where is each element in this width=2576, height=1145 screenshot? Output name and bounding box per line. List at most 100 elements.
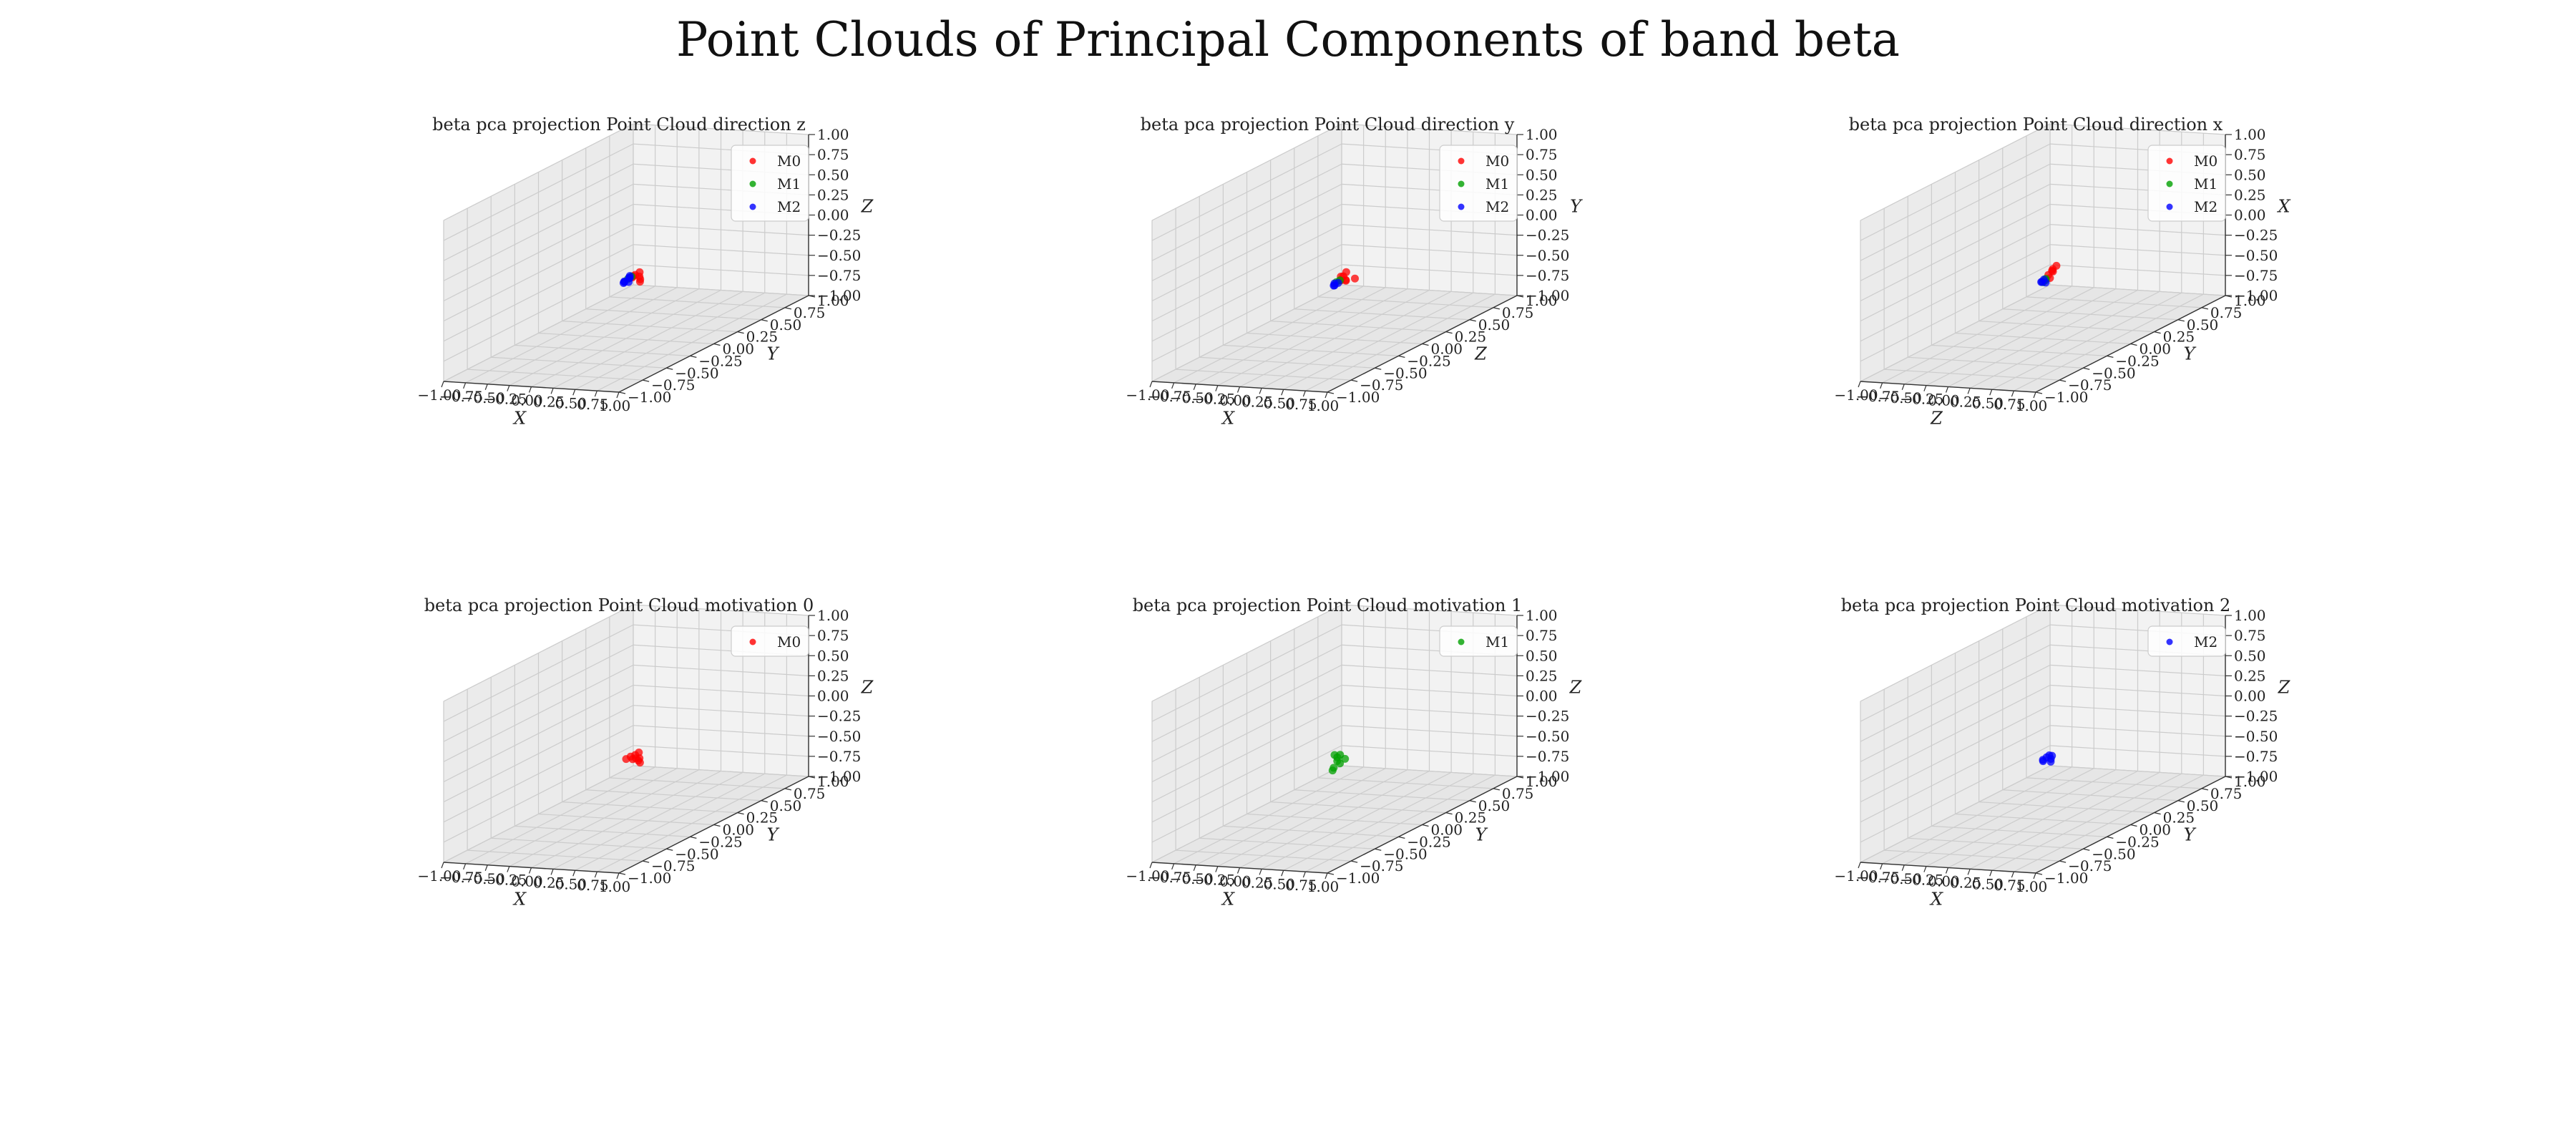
legend-marker [2166, 180, 2173, 187]
x-axis-label: Z [1930, 409, 1943, 429]
grid-line [1979, 321, 2155, 333]
y-tick-label: −0.25 [2115, 352, 2159, 369]
x-tick [507, 385, 510, 391]
z-tick-label: 1.00 [817, 126, 849, 143]
x-tick [1923, 866, 1927, 872]
figure-title: Point Clouds of Principal Components of … [676, 12, 1900, 67]
grid-line [1860, 203, 2051, 302]
y-tick-label: 1.00 [817, 773, 849, 790]
x-tick [1302, 390, 1306, 397]
x-tick-label: −0.75 [1148, 388, 1191, 405]
grid-line [633, 664, 809, 676]
y-tick [1469, 800, 1476, 803]
x-tick [1989, 389, 1993, 396]
x-tick-label: 1.00 [599, 397, 631, 414]
x-tick [507, 866, 510, 872]
x-tick-label: 0.00 [1928, 873, 1960, 890]
x-tick-label: −0.25 [483, 872, 527, 889]
x-tick-label: 0.25 [1950, 393, 1982, 410]
subplot-title: beta pca projection Point Cloud directio… [1141, 114, 1515, 135]
grid-line [443, 143, 634, 241]
y-tick [1469, 319, 1476, 322]
y-axis-label: Y [2184, 344, 2197, 364]
legend-marker [1458, 203, 1465, 210]
z-tick-label: 0.00 [817, 207, 849, 224]
legend: M0 [731, 625, 809, 657]
z-tick-label: 0.50 [2234, 166, 2266, 183]
grid-line [552, 771, 743, 869]
x-tick-label: 0.50 [555, 875, 587, 892]
grid-line [1270, 802, 1446, 814]
grid-line [1341, 604, 1518, 616]
z-axis-label: Z [1569, 678, 1583, 698]
legend-marker [749, 203, 756, 210]
x-tick-label: −1.00 [417, 867, 461, 885]
x-tick [463, 382, 467, 389]
y-tick-label: 0.25 [1455, 809, 1487, 827]
y-tick-label: 0.50 [2187, 797, 2219, 814]
y-tick [2083, 367, 2090, 370]
x-tick-label: 1.00 [1307, 397, 1340, 414]
grid-line [1305, 293, 1496, 391]
x-axis-label: X [512, 890, 527, 910]
z-tick-label: 0.00 [817, 688, 849, 705]
y-tick [642, 379, 650, 382]
data-point-m0 [635, 278, 644, 286]
legend-marker [2166, 157, 2173, 165]
y-tick-label: −1.00 [2044, 389, 2088, 406]
grid-line [1283, 292, 1474, 390]
grid-line [538, 813, 714, 826]
x-tick [616, 872, 620, 880]
x-tick-label: 1.00 [599, 878, 631, 895]
data-point-m2 [1330, 279, 1339, 288]
legend-frame [2147, 625, 2226, 657]
x-tick-label: 0.25 [533, 874, 565, 891]
grid-line [1991, 773, 2182, 871]
subplot-grid: −1.00 −1.00 −1.00 −0.75 −0.75 −0.75 −0.50 −0.50… [417, 114, 2290, 910]
y-tick-label: −0.50 [675, 845, 718, 862]
x-tick [1281, 870, 1284, 877]
legend-label: M0 [777, 633, 801, 651]
x-tick-label: −0.75 [439, 388, 483, 405]
x-tick-label: −0.75 [1856, 869, 1900, 886]
grid-line [1151, 183, 1342, 281]
legend-label: M2 [777, 198, 801, 215]
x-tick-label: −0.25 [1900, 391, 1943, 408]
tick-labels: −1.00 −1.00−1.00−0.75−0.75−0.75−0.50−0.50… [1834, 126, 2278, 414]
z-tick-label: −0.50 [817, 247, 861, 264]
z-tick-label: 0.75 [1526, 146, 1558, 163]
grid-line [1860, 664, 2051, 762]
grid-line [1151, 684, 1342, 783]
grid-line [585, 308, 761, 321]
x-tick-label: 0.00 [1928, 392, 1960, 409]
x-tick [528, 867, 532, 874]
data-point-m1 [1328, 766, 1337, 775]
x-tick-label: 0.25 [533, 393, 565, 410]
y-tick-label: 0.25 [2163, 809, 2195, 827]
y-tick-label: 0.50 [770, 797, 802, 814]
subplot-title: beta pca projection Point Cloud motivati… [1133, 595, 1523, 615]
legend-label: M0 [777, 152, 801, 170]
x-tick [1281, 389, 1284, 396]
grid-line [1151, 123, 1342, 221]
subplot-1: −1.00 −1.00−1.00−0.75−0.75−0.75−0.50−0.50… [417, 114, 874, 429]
y-tick-label: −1.00 [628, 869, 671, 887]
x-axis-label: X [1929, 890, 1943, 910]
z-tick-label: 0.25 [1526, 186, 1558, 203]
y-tick-label: 0.00 [2140, 341, 2172, 358]
z-tick-label: 1.00 [2234, 607, 2266, 624]
legend-label: M1 [1485, 175, 1509, 193]
y-tick-label: −1.00 [1336, 389, 1380, 406]
z-tick-label: 1.00 [2234, 126, 2266, 143]
legend-label: M0 [1485, 152, 1509, 170]
y-tick [761, 319, 768, 322]
y-tick [2177, 319, 2185, 322]
z-tick-label: 0.00 [2234, 688, 2266, 705]
x-tick [1149, 381, 1153, 388]
subplot-title: beta pca projection Point Cloud motivati… [424, 595, 814, 615]
x-tick-label: −0.25 [1900, 872, 1943, 889]
grid-line [443, 123, 634, 221]
x-tick-label: −1.00 [1126, 867, 1169, 885]
y-tick [2130, 343, 2137, 346]
y-tick-label: −0.25 [698, 833, 742, 850]
